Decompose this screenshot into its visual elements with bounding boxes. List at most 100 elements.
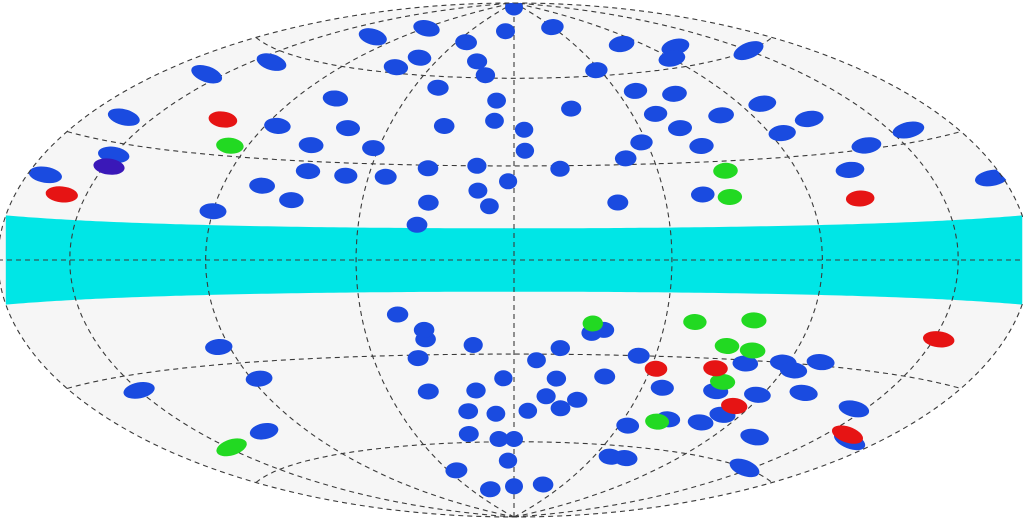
blue-source-marker: [298, 137, 324, 154]
blue-source-marker: [662, 85, 687, 102]
blue-source-marker: [245, 370, 273, 387]
blue-source-marker: [643, 105, 668, 122]
blue-source-marker: [489, 430, 509, 448]
red-source-marker: [831, 425, 864, 444]
blue-source-marker: [475, 67, 496, 84]
red-source-marker: [208, 111, 238, 128]
blue-source-marker: [336, 120, 360, 137]
green-source-marker: [710, 373, 736, 390]
blue-source-marker: [468, 182, 488, 199]
sources-layer: [28, 2, 1009, 498]
blue-source-marker: [550, 160, 570, 177]
blue-source-marker: [658, 50, 686, 67]
blue-source-marker: [806, 354, 835, 371]
green-source-marker: [717, 188, 743, 206]
blue-source-marker: [687, 414, 714, 431]
red-source-marker: [45, 186, 78, 203]
blue-source-marker: [413, 321, 435, 338]
green-source-marker: [714, 337, 740, 355]
blue-source-marker: [691, 186, 715, 203]
green-source-marker: [683, 313, 707, 331]
blue-source-marker: [199, 203, 227, 220]
blue-source-marker: [458, 403, 479, 420]
blue-source-marker: [748, 95, 777, 112]
blue-source-marker: [608, 35, 635, 53]
blue-source-marker: [205, 338, 233, 356]
blue-source-marker: [546, 370, 567, 387]
blue-source-marker: [480, 198, 499, 215]
blue-source-marker: [708, 107, 734, 124]
blue-source-marker: [594, 368, 616, 385]
blue-source-marker: [505, 2, 523, 16]
red-source-marker: [845, 190, 875, 207]
blue-source-marker: [851, 137, 882, 154]
blue-source-marker: [505, 478, 523, 495]
blue-source-marker: [689, 137, 714, 155]
blue-source-marker: [427, 79, 449, 96]
parallel-line: [255, 36, 773, 79]
blue-source-marker: [744, 386, 771, 403]
blue-source-marker: [729, 458, 760, 478]
blue-source-marker: [191, 64, 223, 84]
blue-source-marker: [463, 336, 483, 354]
blue-source-marker: [362, 140, 385, 157]
blue-source-marker: [486, 405, 506, 422]
blue-source-marker: [733, 41, 764, 61]
blue-source-marker: [406, 216, 428, 233]
blue-source-marker: [585, 62, 608, 79]
blue-source-marker: [668, 120, 692, 137]
blue-source-marker: [407, 350, 429, 367]
blue-source-marker: [467, 53, 488, 70]
blue-source-marker: [386, 306, 409, 323]
blue-source-marker: [732, 355, 759, 372]
blue-source-marker: [445, 462, 468, 479]
blue-source-marker: [630, 134, 653, 151]
blue-source-marker: [256, 53, 287, 71]
blue-source-marker: [505, 430, 523, 448]
blue-source-marker: [455, 34, 477, 51]
blue-source-marker: [383, 59, 409, 76]
blue-source-marker: [527, 352, 546, 369]
blue-source-marker: [650, 379, 674, 396]
blue-source-marker: [407, 49, 432, 66]
blue-source-marker: [485, 112, 504, 129]
blue-source-marker: [614, 150, 637, 167]
red-source-marker: [922, 331, 955, 348]
blue-source-marker: [768, 125, 796, 142]
blue-source-marker: [295, 163, 321, 180]
green-source-marker: [741, 312, 767, 329]
blue-source-marker: [518, 402, 538, 419]
blue-source-marker: [498, 452, 518, 469]
blue-source-marker: [123, 382, 155, 399]
blue-source-marker: [623, 82, 648, 99]
blue-source-marker: [532, 476, 554, 493]
blue-source-marker: [627, 347, 650, 364]
blue-source-marker: [835, 161, 865, 178]
blue-source-marker: [838, 400, 870, 418]
blue-source-marker: [358, 28, 387, 46]
blue-source-marker: [467, 157, 487, 174]
green-source-marker: [645, 413, 670, 430]
blue-source-marker: [607, 194, 629, 211]
red-source-marker: [703, 360, 728, 377]
blue-source-marker: [740, 428, 769, 446]
blue-source-marker: [515, 142, 535, 159]
green-source-marker: [216, 137, 244, 154]
blue-source-marker: [779, 362, 808, 379]
blue-source-marker: [487, 92, 506, 109]
blue-source-marker: [613, 450, 638, 467]
blue-source-marker: [28, 166, 62, 184]
blue-source-marker: [480, 481, 501, 498]
blue-source-marker: [794, 110, 824, 128]
blue-source-marker: [458, 425, 479, 443]
green-source-marker: [713, 162, 738, 179]
blue-source-marker: [561, 100, 582, 117]
red-source-marker: [721, 397, 748, 415]
blue-source-marker: [433, 117, 455, 135]
blue-source-marker: [541, 19, 564, 36]
purple-source-marker: [93, 158, 125, 175]
blue-source-marker: [264, 117, 291, 134]
